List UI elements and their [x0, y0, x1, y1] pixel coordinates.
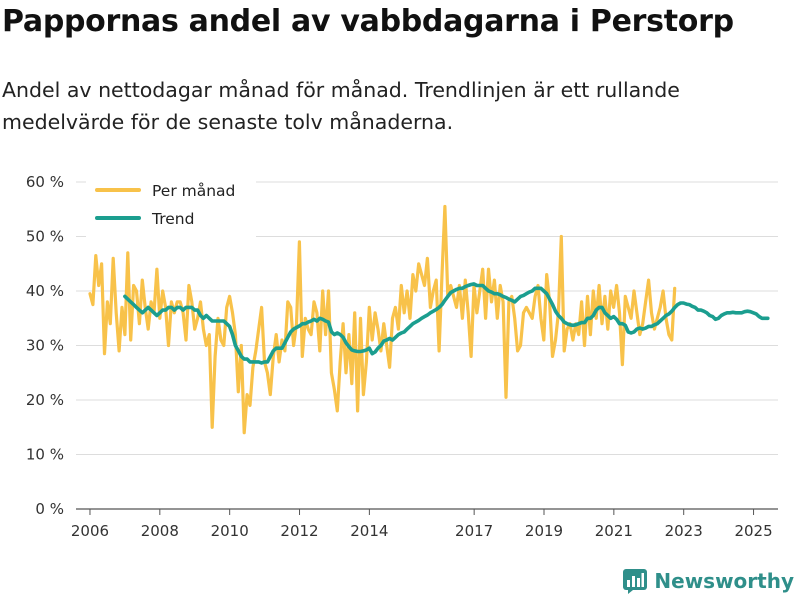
x-tick-label: 2012	[280, 522, 318, 540]
series-lines	[88, 204, 770, 435]
page-title: Pappornas andel av vabbdagarna i Perstor…	[2, 4, 734, 39]
x-tick-label: 2010	[211, 522, 249, 540]
y-tick-label: 20 %	[26, 391, 64, 409]
legend-background	[86, 176, 256, 238]
x-tick-label: 2014	[350, 522, 388, 540]
y-axis-ticks: 0 % 10 % 20 % 30 % 40 % 50 % 60 %	[26, 173, 64, 518]
x-tick-label: 2006	[71, 522, 109, 540]
gridlines	[76, 181, 778, 510]
x-axis-ticks: 2006 2008 2010 2012 2014 2017 2019 2021 2023 2025	[71, 509, 773, 540]
series-line-per-manad	[88, 204, 677, 435]
series-line-trend	[123, 282, 770, 365]
x-tick-label: 2025	[734, 522, 772, 540]
y-tick-label: 40 %	[26, 282, 64, 300]
y-tick-label: 30 %	[26, 337, 64, 355]
newsworthy-logo-icon	[623, 569, 648, 594]
chart-subtitle: Andel av nettodagar månad för månad. Tre…	[2, 78, 680, 134]
x-tick-label: 2021	[595, 522, 633, 540]
y-tick-label: 10 %	[26, 446, 64, 464]
x-tick-label: 2023	[665, 522, 703, 540]
legend: Per månad Trend	[86, 176, 256, 238]
brand-logo: Newsworthy	[622, 568, 794, 594]
legend-label-trend: Trend	[151, 210, 194, 228]
y-tick-label: 50 %	[26, 228, 64, 246]
y-tick-label: 0 %	[35, 500, 64, 518]
y-tick-label: 60 %	[26, 173, 64, 191]
brand-name: Newsworthy	[654, 569, 794, 593]
x-tick-label: 2017	[455, 522, 493, 540]
x-tick-label: 2019	[525, 522, 563, 540]
legend-label-per-manad: Per månad	[152, 182, 235, 200]
x-tick-label: 2008	[141, 522, 179, 540]
